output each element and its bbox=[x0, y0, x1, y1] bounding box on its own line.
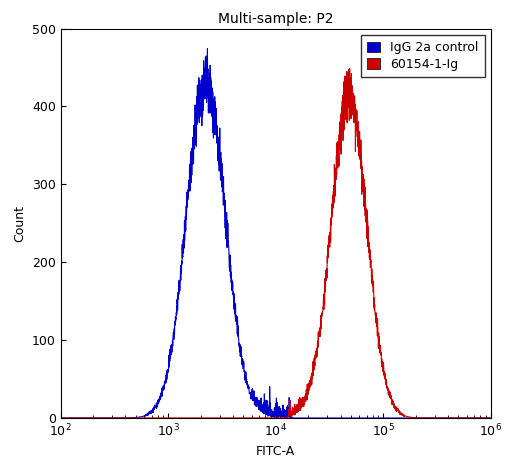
60154-1-Ig bbox=[132, 415, 138, 421]
Title: Multi-sample: P2: Multi-sample: P2 bbox=[218, 12, 333, 26]
60154-1-Ig bbox=[107, 415, 113, 421]
IgG 2a control bbox=[107, 415, 113, 421]
Line: 60154-1-Ig: 60154-1-Ig bbox=[61, 68, 490, 418]
IgG 2a control bbox=[132, 415, 138, 420]
60154-1-Ig bbox=[346, 66, 352, 71]
Line: IgG 2a control: IgG 2a control bbox=[61, 49, 490, 418]
IgG 2a control bbox=[241, 370, 247, 375]
60154-1-Ig bbox=[487, 415, 493, 421]
IgG 2a control bbox=[204, 46, 210, 52]
IgG 2a control bbox=[479, 415, 485, 421]
60154-1-Ig bbox=[222, 415, 228, 421]
60154-1-Ig bbox=[58, 415, 64, 421]
IgG 2a control bbox=[432, 415, 438, 421]
Legend: IgG 2a control, 60154-1-Ig: IgG 2a control, 60154-1-Ig bbox=[361, 35, 484, 77]
60154-1-Ig bbox=[479, 415, 485, 421]
60154-1-Ig bbox=[432, 415, 438, 421]
IgG 2a control bbox=[487, 415, 493, 421]
60154-1-Ig bbox=[241, 415, 247, 421]
IgG 2a control bbox=[222, 236, 228, 241]
IgG 2a control bbox=[58, 415, 64, 421]
Y-axis label: Count: Count bbox=[13, 205, 26, 242]
X-axis label: FITC-A: FITC-A bbox=[256, 445, 295, 458]
